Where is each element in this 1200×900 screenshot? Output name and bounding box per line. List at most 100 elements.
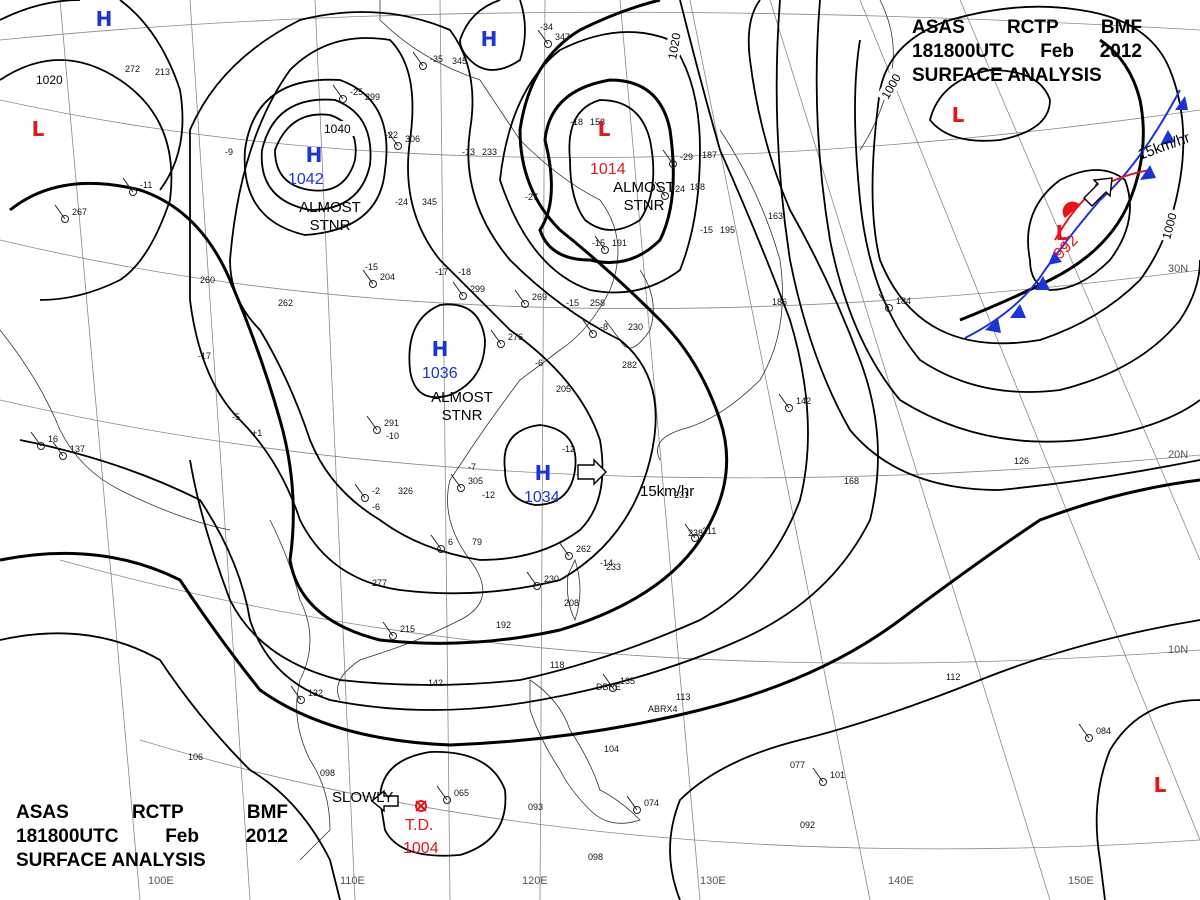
station-obs-value: 184 xyxy=(896,296,911,306)
station-obs-value: 326 xyxy=(398,486,413,496)
coastline-taiwan xyxy=(566,558,581,622)
center-pressure-value: 1042 xyxy=(288,171,324,188)
wind-barb xyxy=(1078,723,1090,739)
title-row-3: SURFACE ANALYSIS xyxy=(912,64,1142,88)
station-obs-value: 187 xyxy=(702,150,717,160)
station-obs-value: 168 xyxy=(844,476,859,486)
cold-front-barb xyxy=(1140,165,1156,180)
station-obs-value: 106 xyxy=(188,752,203,762)
station-circle xyxy=(443,796,451,804)
station-circle xyxy=(885,304,893,312)
station-circle xyxy=(565,552,573,560)
longitude-label: 100E xyxy=(148,875,174,887)
station-obs-value: -10 xyxy=(386,431,399,441)
isobar-low-north xyxy=(929,69,1051,142)
wind-barb xyxy=(430,534,442,550)
station-circle xyxy=(37,442,45,450)
product-kind: SURFACE ANALYSIS xyxy=(912,65,1102,86)
isobar-1040 xyxy=(260,98,372,211)
parallel-line xyxy=(0,11,1200,41)
station-obs-value: 211 xyxy=(702,526,716,536)
wind-barb xyxy=(354,483,366,499)
product-code: ASAS xyxy=(912,17,965,38)
isobar-1034-center xyxy=(503,424,577,506)
station-circle xyxy=(633,806,641,814)
station-obs-value: 126 xyxy=(1014,456,1029,466)
high-symbol: H xyxy=(481,27,498,51)
valid-time: 181800UTC xyxy=(16,826,119,847)
station-circle xyxy=(61,215,69,223)
station-obs-value: 104 xyxy=(604,744,619,754)
meridian-line xyxy=(959,0,1200,561)
isobar-nw xyxy=(0,0,184,191)
station-obs-value: 299 xyxy=(470,284,485,294)
longitude-label: 130E xyxy=(700,875,726,887)
station-circle xyxy=(437,545,445,553)
station-obs-value: 077 xyxy=(790,760,805,770)
station-obs-value: 137 xyxy=(70,444,85,454)
wind-barb xyxy=(537,29,549,45)
source-code: BMF xyxy=(1100,17,1142,38)
center-pressure-value: 1036 xyxy=(422,365,458,382)
station-obs-value: 065 xyxy=(454,788,469,798)
station-obs-value: 345 xyxy=(452,56,467,66)
station-obs-value: 282 xyxy=(622,360,637,370)
valid-year: 2012 xyxy=(245,826,288,847)
parallel-line xyxy=(139,739,1200,850)
isobar-1012-ne xyxy=(775,0,1200,491)
cold-front xyxy=(964,89,1181,339)
isobar-1036-ring xyxy=(243,78,388,236)
valid-month: Feb xyxy=(165,826,199,847)
station-circle xyxy=(497,340,505,348)
motion-arrows xyxy=(370,177,1113,813)
coastline-philippines xyxy=(529,679,641,824)
meridian-line xyxy=(859,0,1200,841)
station-obs-value: 204 xyxy=(380,272,395,282)
meridian-line xyxy=(189,0,251,900)
wind-barb xyxy=(626,795,638,811)
station-obs-value: 118 xyxy=(550,660,564,670)
wind-barb xyxy=(490,329,502,345)
wind-barb xyxy=(812,767,824,783)
station-obs-value: 306 xyxy=(405,134,420,144)
low-symbol: L xyxy=(1056,221,1069,245)
station-obs-value: -7 xyxy=(468,462,476,472)
isobar-1016 xyxy=(19,0,879,711)
td-symbol xyxy=(415,800,427,812)
station-obs-value: 208 xyxy=(564,598,579,608)
title-row-2: 181800UTC Feb 2012 xyxy=(16,825,288,849)
station-obs-value: 277 xyxy=(372,578,387,588)
station-obs-value: 098 xyxy=(320,768,335,778)
station-circle xyxy=(601,246,609,254)
station-obs-value: 238 xyxy=(688,528,703,538)
station-obs-value: 230 xyxy=(544,574,559,584)
source-code: BMF xyxy=(246,802,288,823)
isobar-1008-ne xyxy=(815,0,1200,443)
coastline-japan xyxy=(657,129,783,461)
ship-label: ABRX4 xyxy=(648,704,678,714)
title-row-1: ASAS RCTP BMF xyxy=(912,16,1142,40)
meridian-line xyxy=(439,0,451,900)
isobar-label-bg xyxy=(34,72,66,87)
station-obs-value: 233 xyxy=(606,562,621,572)
station-obs-value: -17 xyxy=(435,267,448,277)
coastline-india xyxy=(0,329,231,531)
station-obs-value: 6 xyxy=(448,537,453,547)
center-motion-speed: 15km/hr xyxy=(640,483,694,500)
station-circle xyxy=(661,192,669,200)
station-circle xyxy=(129,188,137,196)
center-motion-speed: SLOWLY xyxy=(332,789,393,806)
station-code: RCTP xyxy=(131,802,184,823)
cold-front-barb xyxy=(1035,276,1050,290)
isobar-1008 xyxy=(0,632,341,900)
wind-barb xyxy=(514,289,526,305)
longitude-label: 120E xyxy=(522,875,548,887)
isobar-1008-east xyxy=(669,619,1200,900)
latitude-label: 30N xyxy=(1168,263,1188,275)
station-obs-value: 135 xyxy=(620,676,635,686)
station-circle xyxy=(59,452,67,460)
low-symbol: L xyxy=(32,117,45,141)
wind-barb xyxy=(526,571,538,587)
station-obs-value: 092 xyxy=(800,820,815,830)
